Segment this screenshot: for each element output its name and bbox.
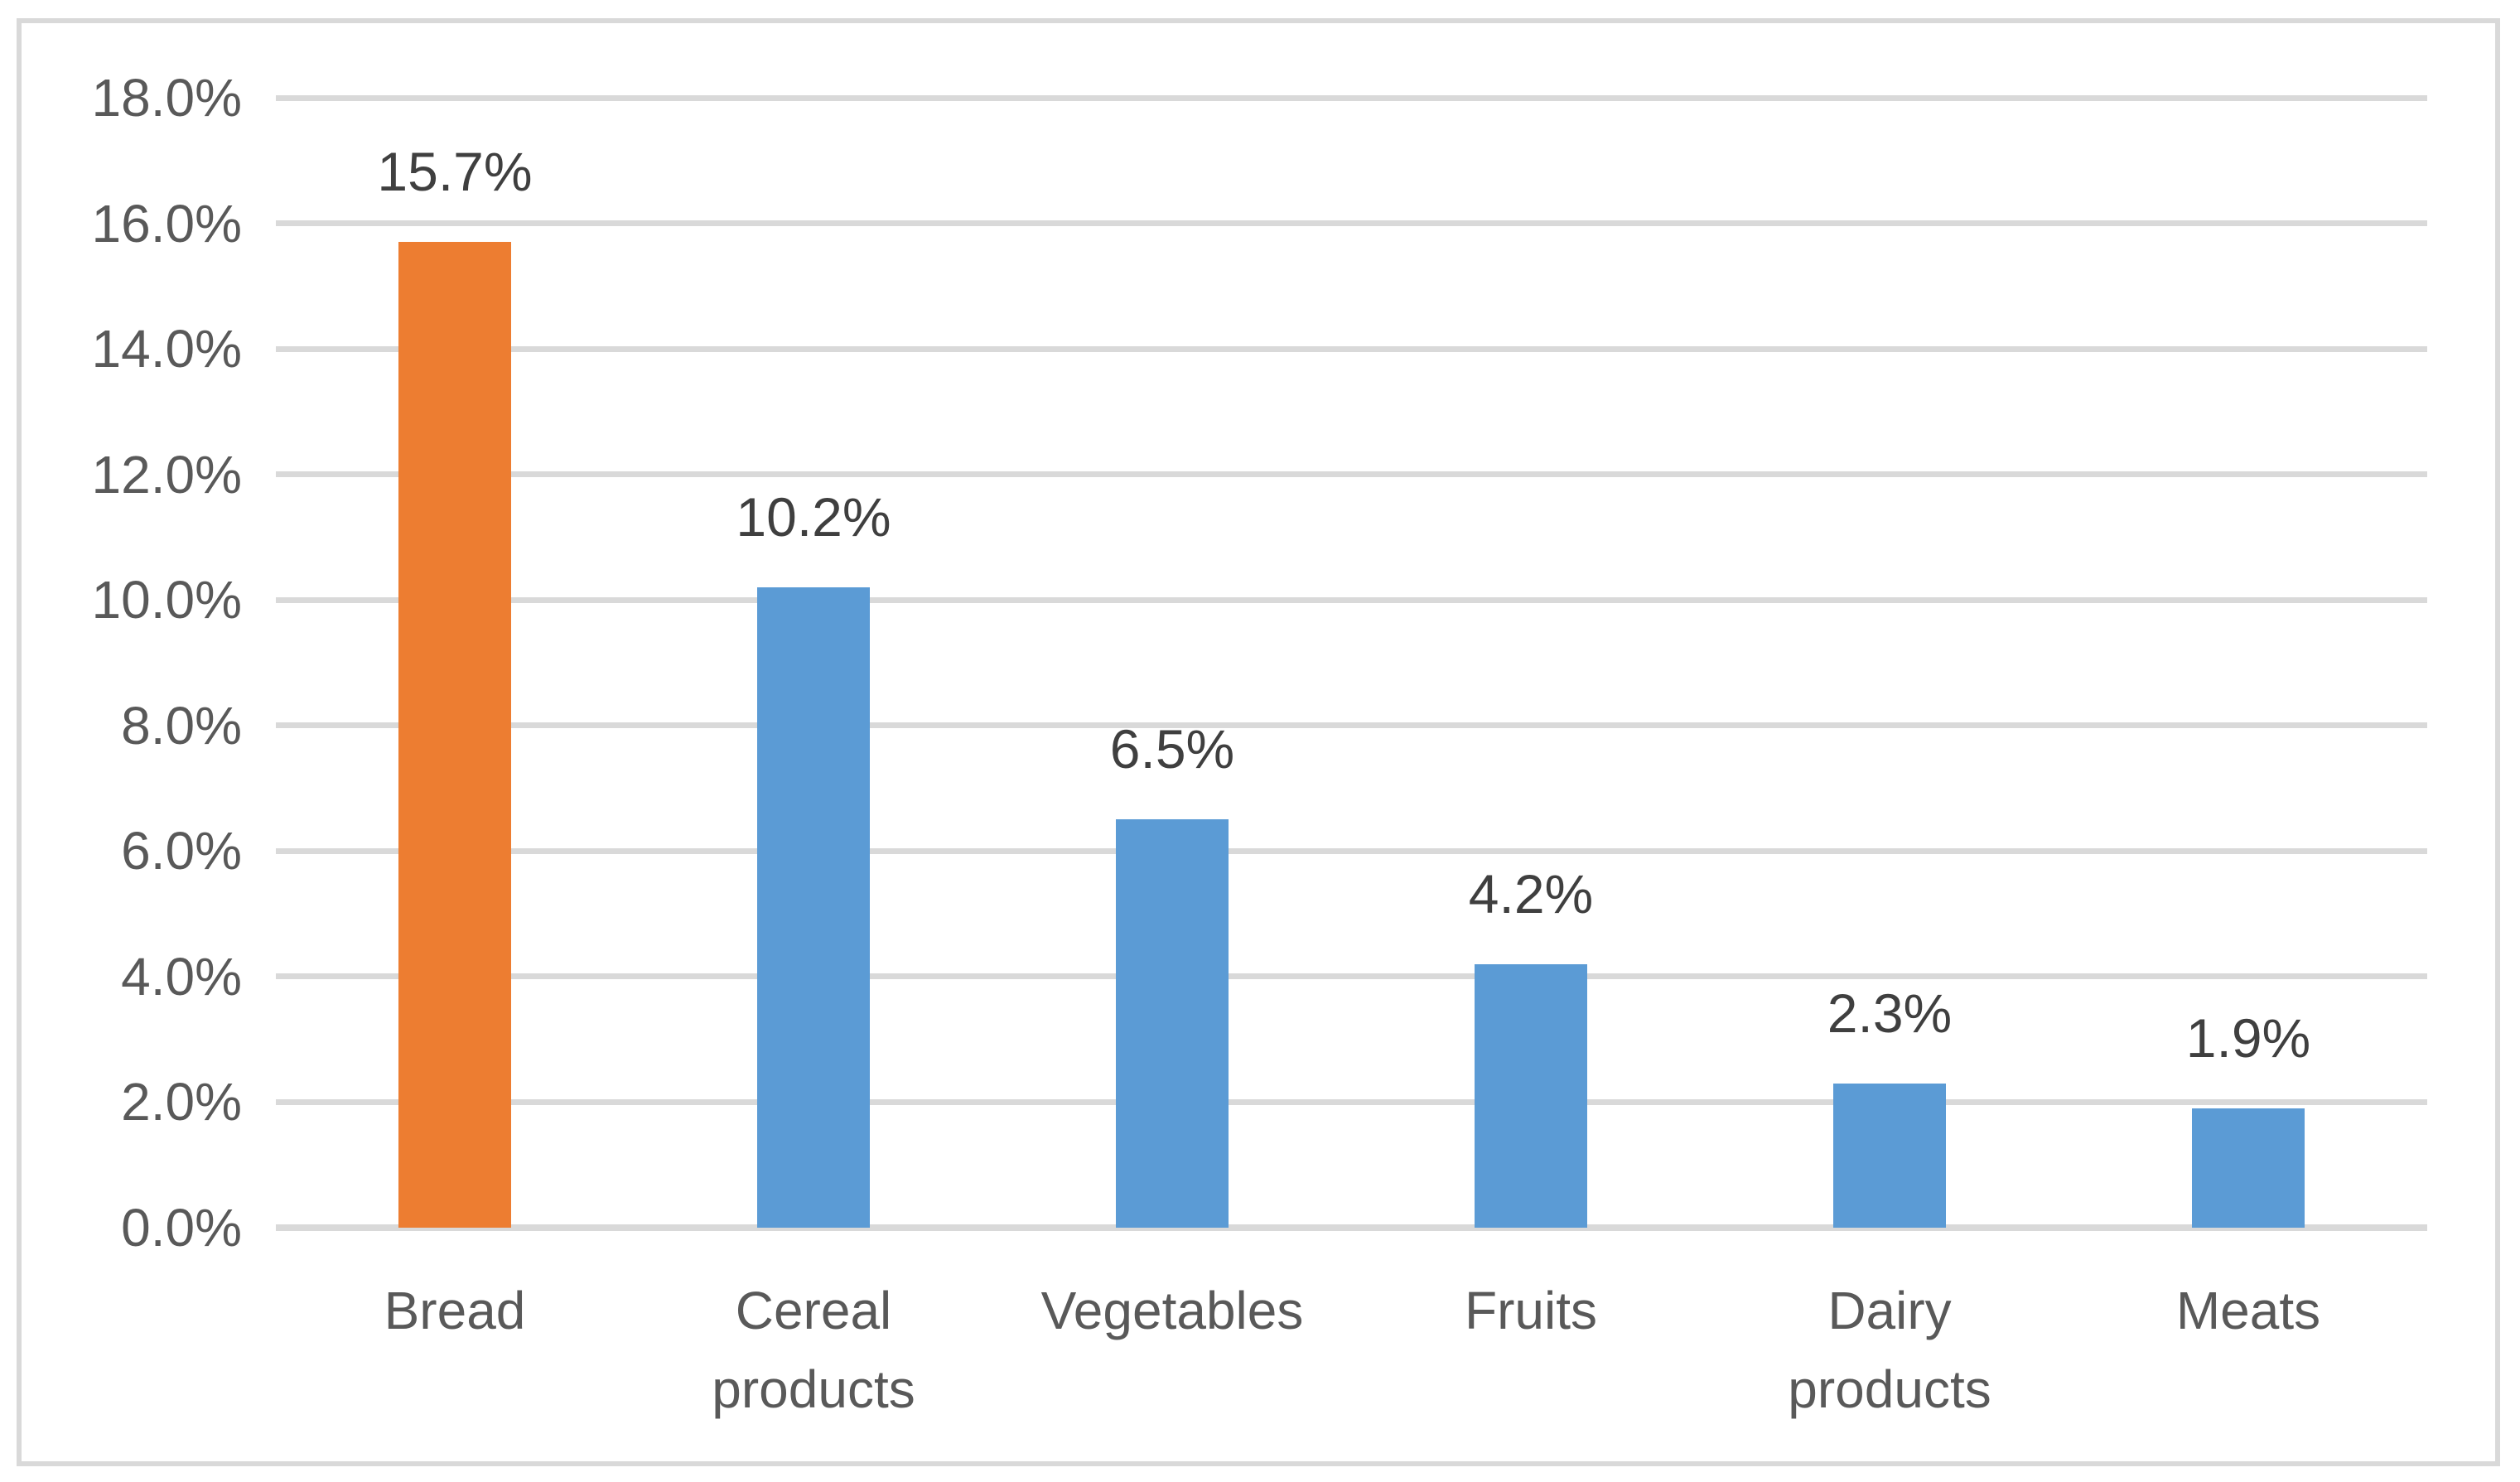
gridline [276,471,2427,477]
gridline [276,597,2427,603]
chart-frame: 0.0% 2.0% 4.0% 6.0% 8.0% 10.0% 12.0% 14.0% 16.0%… [17,18,2500,1466]
bar-vegetables [1116,819,1229,1228]
bar-bread [398,242,511,1228]
bar-dairy-products [1833,1084,1946,1228]
y-tick-label: 18.0% [91,68,242,128]
x-axis-line [276,1224,2427,1231]
gridline [276,848,2427,854]
bar-fruits [1475,964,1587,1228]
gridline [276,1099,2427,1105]
data-label-dairy-products: 2.3% [1827,982,1953,1044]
data-label-bread: 15.7% [377,141,533,202]
y-tick-label: 16.0% [91,194,242,253]
x-category-label-fruits: Fruits [1465,1281,1597,1340]
x-category-label-bread: Bread [384,1281,526,1340]
x-category-label-meats: Meats [2175,1281,2321,1340]
y-tick-label: 0.0% [121,1198,242,1258]
data-label-cereal-products: 10.2% [736,486,891,548]
y-tick-label: 14.0% [91,319,242,379]
bar-cereal-products [757,587,870,1228]
data-label-meats: 1.9% [2185,1007,2311,1069]
x-category-label-cereal-products: Cereal products [712,1281,915,1419]
y-tick-label: 10.0% [91,570,242,630]
gridline [276,973,2427,979]
data-label-fruits: 4.2% [1468,863,1594,924]
x-category-label-dairy-products: Dairy products [1788,1281,1991,1419]
gridline [276,346,2427,352]
gridline [276,95,2427,101]
gridline [276,220,2427,226]
bar-meats [2192,1108,2305,1228]
gridline [276,722,2427,728]
y-tick-label: 12.0% [91,445,242,504]
y-tick-label: 2.0% [121,1072,242,1132]
y-tick-label: 4.0% [121,947,242,1007]
x-category-label-vegetables: Vegetables [1040,1281,1304,1340]
y-tick-label: 8.0% [121,696,242,755]
data-label-vegetables: 6.5% [1109,718,1235,780]
y-tick-label: 6.0% [121,821,242,881]
